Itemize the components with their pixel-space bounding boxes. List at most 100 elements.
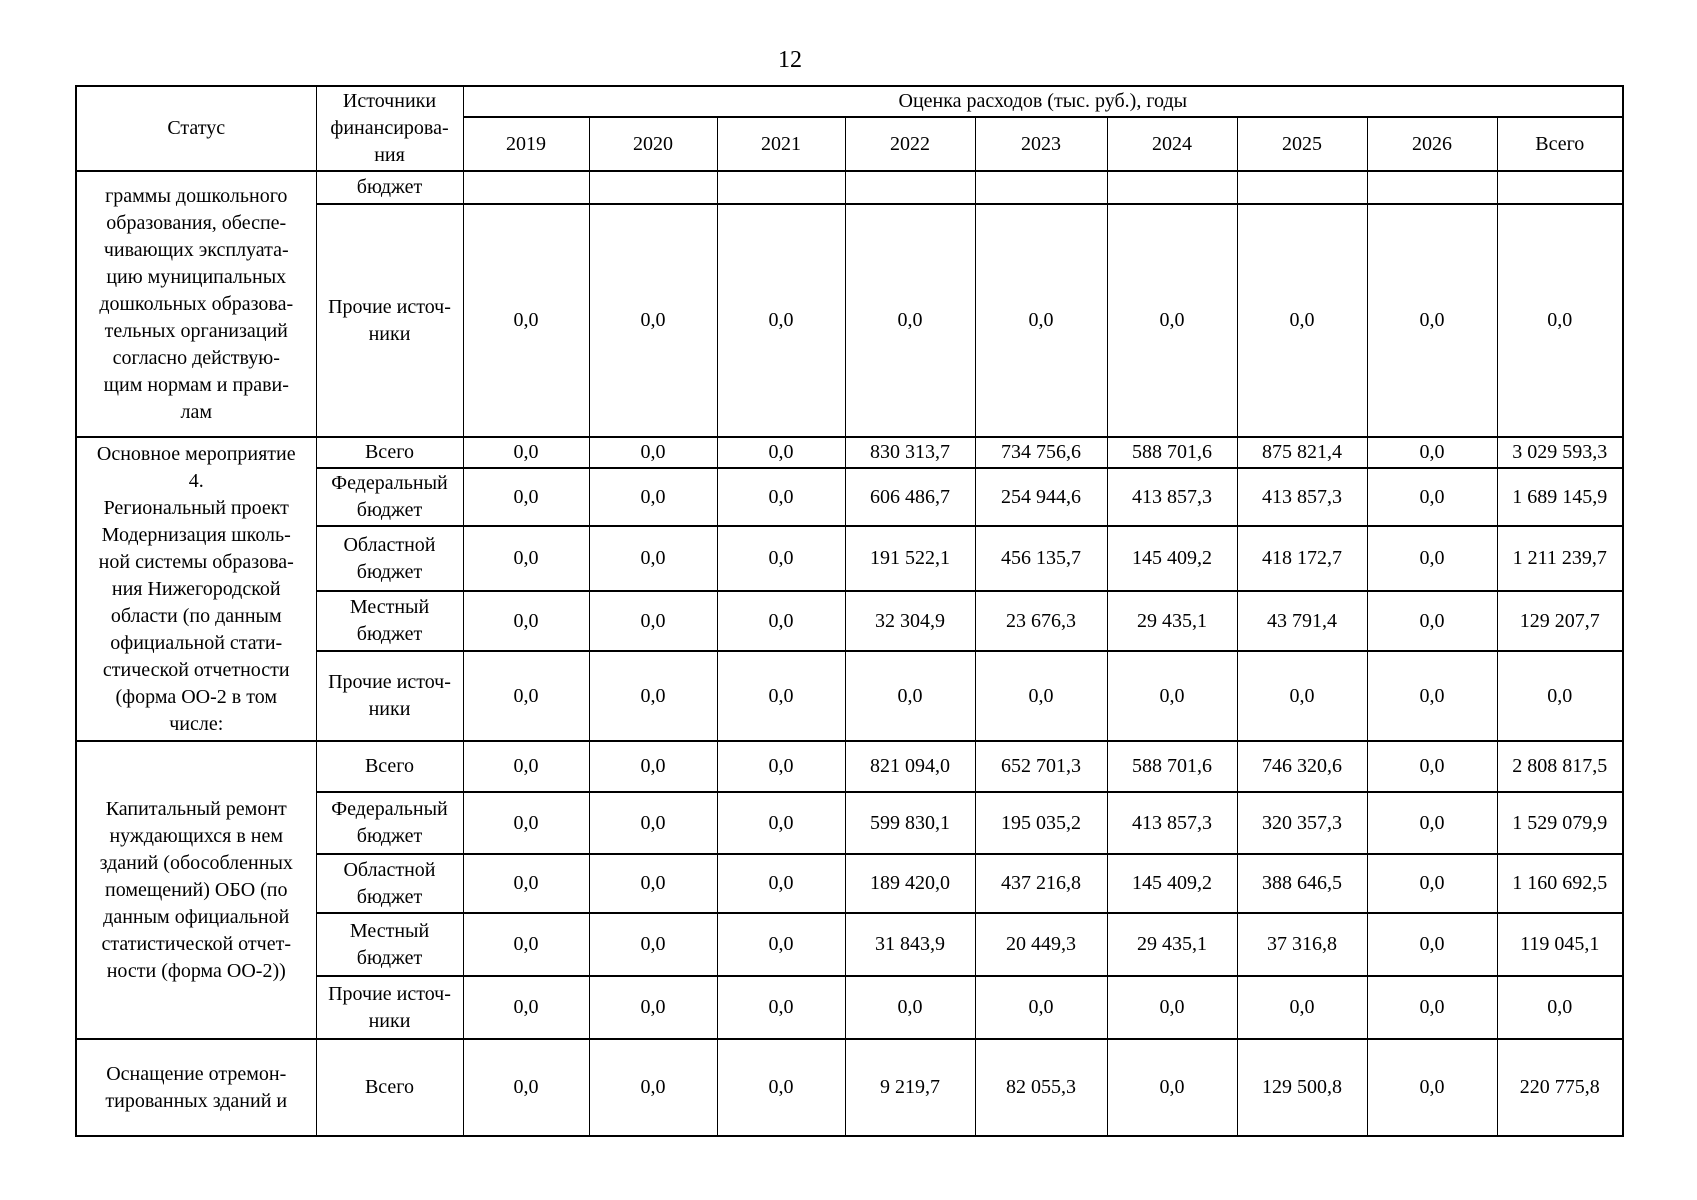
source-cell: Местный бюджет — [315, 912, 464, 977]
value-cell: 29 435,1 — [1106, 590, 1238, 652]
value-cell: 0,0 — [716, 436, 846, 469]
status-cell: граммы дошкольного образования, обеспе- … — [75, 170, 317, 438]
value-cell: 588 701,6 — [1106, 436, 1238, 469]
table-row: Федеральный бюджет 0,0 0,0 0,0 599 830,1… — [76, 791, 1624, 855]
value-cell: 388 646,5 — [1236, 853, 1368, 914]
budget-table: Статус Источники финансирова- ния Оценка… — [75, 85, 1625, 1137]
value-cell: 129 207,7 — [1496, 590, 1624, 652]
source-cell: Прочие источ- ники — [315, 203, 464, 438]
value-cell: 9 219,7 — [844, 1038, 976, 1137]
value-cell: 0,0 — [1366, 525, 1498, 592]
table-row: Статус Источники финансирова- ния Оценка… — [75, 85, 1624, 172]
source-cell: Местный бюджет — [315, 590, 464, 652]
value-cell: 0,0 — [716, 1038, 846, 1137]
value-cell: 0,0 — [1366, 912, 1498, 977]
status-cell: Основное мероприятие 4. Региональный про… — [75, 436, 317, 742]
value-cell: 31 843,9 — [844, 912, 976, 977]
table-row: граммы дошкольного образования, обеспе- … — [75, 170, 1624, 438]
value-cell: 0,0 — [588, 740, 718, 793]
value-cell: 0,0 — [1496, 975, 1624, 1040]
value-cell: 0,0 — [716, 203, 846, 438]
value-cell: 320 357,3 — [1236, 791, 1368, 855]
source-cell: Прочие источ- ники — [315, 650, 464, 742]
source-cell: Всего — [315, 740, 464, 793]
value-cell: 0,0 — [462, 791, 590, 855]
value-cell: 0,0 — [974, 650, 1108, 742]
value-cell: 734 756,6 — [974, 436, 1108, 469]
value-cell: 1 211 239,7 — [1496, 525, 1624, 592]
value-cell: 1 689 145,9 — [1496, 467, 1624, 527]
value-cell: 0,0 — [462, 436, 590, 469]
value-cell — [462, 170, 590, 205]
table-row: Прочие источ- ники 0,0 0,0 0,0 0,0 0,0 0… — [76, 975, 1624, 1040]
value-cell: 0,0 — [1106, 975, 1238, 1040]
value-cell: 0,0 — [1106, 1038, 1238, 1137]
year-header: 2019 — [462, 116, 590, 172]
value-cell: 830 313,7 — [844, 436, 976, 469]
value-cell: 0,0 — [1236, 203, 1368, 438]
table-row: 2019 2020 2021 2022 2023 2024 2025 2026 … — [76, 116, 1624, 172]
value-cell: 0,0 — [462, 1038, 590, 1137]
value-cell: 0,0 — [716, 975, 846, 1040]
value-cell: 0,0 — [1106, 203, 1238, 438]
value-cell: 588 701,6 — [1106, 740, 1238, 793]
table-row: Местный бюджет 0,0 0,0 0,0 31 843,9 20 4… — [76, 912, 1624, 977]
value-cell: 0,0 — [716, 590, 846, 652]
value-cell: 0,0 — [588, 590, 718, 652]
value-cell: 0,0 — [716, 740, 846, 793]
value-cell: 0,0 — [1366, 740, 1498, 793]
year-header: 2021 — [716, 116, 846, 172]
value-cell: 0,0 — [588, 791, 718, 855]
table-row: Основное мероприятие 4. Региональный про… — [75, 436, 1624, 742]
value-cell: 418 172,7 — [1236, 525, 1368, 592]
value-cell: 437 216,8 — [974, 853, 1108, 914]
value-cell: 0,0 — [462, 912, 590, 977]
value-cell: 0,0 — [716, 467, 846, 527]
value-cell — [1236, 170, 1368, 205]
value-cell: 0,0 — [1366, 791, 1498, 855]
value-cell: 0,0 — [974, 975, 1108, 1040]
value-cell: 0,0 — [588, 650, 718, 742]
value-cell: 652 701,3 — [974, 740, 1108, 793]
value-cell: 0,0 — [844, 650, 976, 742]
value-cell: 0,0 — [716, 853, 846, 914]
source-cell: Всего — [315, 1038, 464, 1137]
value-cell: 20 449,3 — [974, 912, 1108, 977]
table-row: Областной бюджет 0,0 0,0 0,0 189 420,0 4… — [76, 853, 1624, 914]
value-cell — [1496, 170, 1624, 205]
year-header: 2025 — [1236, 116, 1368, 172]
value-cell: 0,0 — [1366, 467, 1498, 527]
value-cell: 0,0 — [1366, 1038, 1498, 1137]
value-cell: 1 529 079,9 — [1496, 791, 1624, 855]
value-cell: 0,0 — [1366, 436, 1498, 469]
source-cell: Областной бюджет — [315, 525, 464, 592]
value-cell: 3 029 593,3 — [1496, 436, 1624, 469]
value-cell: 1 160 692,5 — [1496, 853, 1624, 914]
source-cell: бюджет — [315, 170, 464, 205]
value-cell: 0,0 — [1366, 650, 1498, 742]
value-cell: 0,0 — [588, 975, 718, 1040]
value-cell: 413 857,3 — [1236, 467, 1368, 527]
value-cell: 606 486,7 — [844, 467, 976, 527]
source-cell: Прочие источ- ники — [315, 975, 464, 1040]
value-cell: 875 821,4 — [1236, 436, 1368, 469]
value-cell — [844, 170, 976, 205]
table-row: Областной бюджет 0,0 0,0 0,0 191 522,1 4… — [76, 525, 1624, 592]
column-header-expenses: Оценка расходов (тыс. руб.), годы — [462, 85, 1624, 118]
value-cell: 0,0 — [974, 203, 1108, 438]
value-cell: 746 320,6 — [1236, 740, 1368, 793]
value-cell: 145 409,2 — [1106, 525, 1238, 592]
value-cell: 220 775,8 — [1496, 1038, 1624, 1137]
value-cell: 0,0 — [1496, 203, 1624, 438]
value-cell: 0,0 — [716, 912, 846, 977]
value-cell: 0,0 — [1366, 853, 1498, 914]
value-cell: 413 857,3 — [1106, 791, 1238, 855]
value-cell: 0,0 — [588, 1038, 718, 1137]
value-cell: 195 035,2 — [974, 791, 1108, 855]
status-cell: Капитальный ремонт нуждающихся в нем зда… — [75, 740, 317, 1040]
year-header: 2022 — [844, 116, 976, 172]
year-header: 2020 — [588, 116, 718, 172]
value-cell — [974, 170, 1108, 205]
column-header-sources: Источники финансирова- ния — [315, 85, 464, 172]
value-cell: 23 676,3 — [974, 590, 1108, 652]
